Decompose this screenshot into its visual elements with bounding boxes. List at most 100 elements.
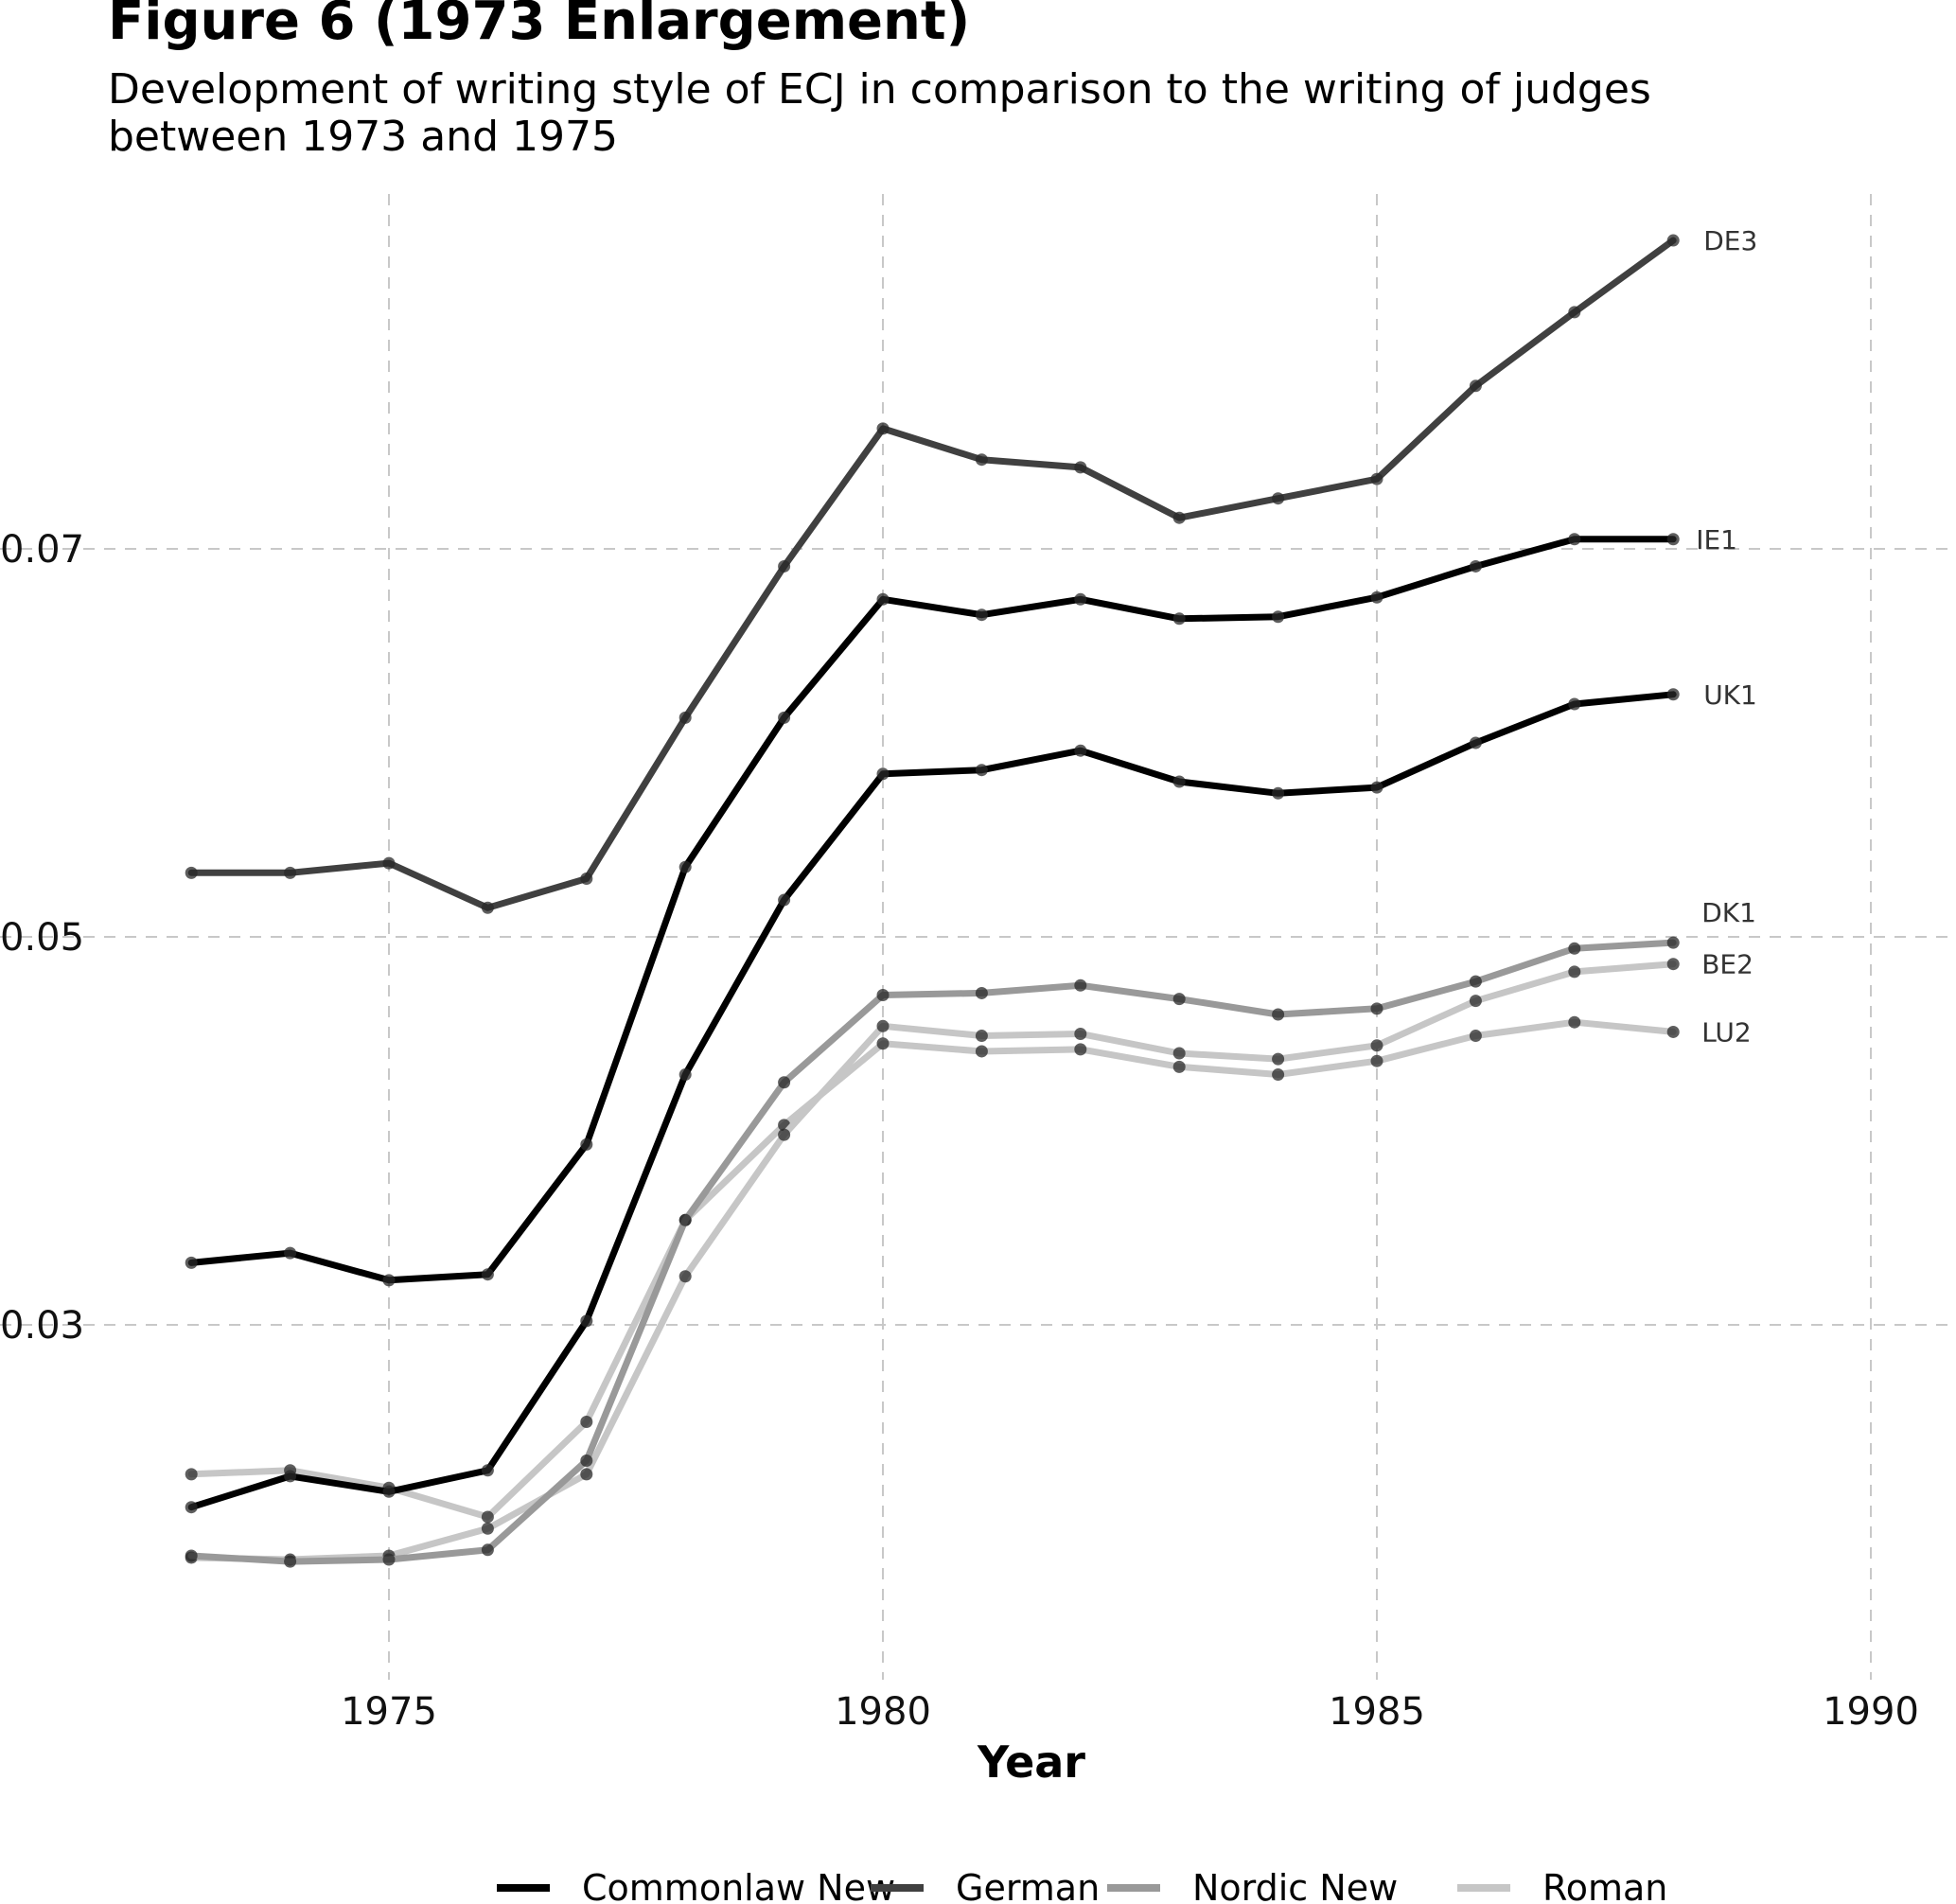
data-point — [481, 1510, 494, 1524]
series-BE2 — [185, 958, 1680, 1566]
data-point — [1568, 533, 1581, 546]
data-point — [1272, 1008, 1285, 1021]
series-IE1 — [185, 533, 1680, 1287]
data-point — [1666, 1025, 1680, 1038]
data-point — [481, 901, 494, 914]
data-point — [778, 711, 791, 724]
series-DK1 — [185, 936, 1680, 1568]
data-point — [975, 453, 988, 467]
data-point — [1172, 1047, 1186, 1060]
data-point — [1074, 592, 1087, 606]
data-point — [876, 592, 890, 606]
x-tick-label: 1975 — [341, 1690, 437, 1734]
series-line-IE1 — [187, 536, 1677, 1284]
data-point — [876, 1037, 890, 1050]
y-axis-ticks: 0.03 0.05 0.07 — [0, 528, 84, 1348]
data-point — [1370, 472, 1383, 485]
data-point — [1172, 511, 1186, 524]
series-UK1 — [185, 688, 1680, 1514]
x-axis-title: Year — [977, 1737, 1085, 1788]
y-tick-label: 0.05 — [0, 916, 84, 960]
series-end-labels: IE1 UK1 DE3 DK1 BE2 LU2 — [1696, 225, 1757, 1048]
data-point — [1666, 688, 1680, 701]
data-point — [876, 1019, 890, 1032]
data-point — [1568, 1015, 1581, 1029]
data-point — [876, 422, 890, 435]
data-point — [284, 1470, 297, 1483]
data-point — [1568, 306, 1581, 319]
legend-item: Nordic New — [1107, 1867, 1398, 1904]
series-DE3 — [185, 234, 1680, 914]
data-point — [1469, 736, 1482, 749]
legend: Commonlaw New German Nordic New Roman — [497, 1867, 1667, 1904]
data-point — [382, 1274, 396, 1287]
data-point — [1074, 1043, 1087, 1056]
data-point — [481, 1268, 494, 1281]
end-label-BE2: BE2 — [1701, 949, 1753, 980]
data-point — [481, 1464, 494, 1477]
data-point — [1172, 1060, 1186, 1073]
chart-title: Figure 6 (1973 Enlargement) — [108, 0, 971, 52]
data-point — [185, 1549, 198, 1562]
data-point — [1172, 775, 1186, 788]
data-point — [975, 764, 988, 777]
data-point — [778, 1128, 791, 1141]
data-point — [1172, 993, 1186, 1006]
data-point — [1370, 1054, 1383, 1067]
data-point — [975, 986, 988, 999]
data-point — [876, 989, 890, 1001]
data-point — [580, 1468, 593, 1481]
series-line-DK1 — [187, 939, 1677, 1565]
x-tick-label: 1990 — [1823, 1690, 1919, 1734]
data-point — [1272, 786, 1285, 800]
data-point — [1370, 1002, 1383, 1015]
data-point — [678, 1213, 692, 1226]
chart-subtitle: Development of writing style of ECJ in c… — [108, 65, 1651, 161]
data-point — [1568, 965, 1581, 978]
series-line-BE2 — [187, 961, 1677, 1563]
data-point — [580, 873, 593, 885]
data-point — [678, 1068, 692, 1082]
data-point — [1469, 995, 1482, 1008]
data-point — [1469, 379, 1482, 393]
end-label-LU2: LU2 — [1701, 1016, 1752, 1048]
data-point — [1370, 781, 1383, 794]
legend-label: Nordic New — [1192, 1867, 1398, 1904]
end-label-DK1: DK1 — [1701, 897, 1756, 928]
legend-item: Roman — [1457, 1867, 1667, 1904]
data-point — [778, 893, 791, 907]
series-line-DE3 — [187, 237, 1677, 911]
data-point — [1074, 1028, 1087, 1040]
y-tick-label: 0.03 — [0, 1304, 84, 1348]
end-label-DE3: DE3 — [1703, 225, 1757, 256]
data-point — [284, 1246, 297, 1260]
data-point — [185, 866, 198, 879]
data-point — [382, 1553, 396, 1566]
data-point — [678, 860, 692, 873]
data-point — [382, 1485, 396, 1498]
data-point — [975, 1045, 988, 1058]
series-line-UK1 — [187, 691, 1677, 1511]
data-point — [1666, 958, 1680, 971]
legend-item: German — [871, 1867, 1100, 1904]
data-point — [876, 767, 890, 781]
data-point — [1272, 610, 1285, 624]
data-point — [678, 1270, 692, 1283]
data-point — [975, 608, 988, 622]
data-point — [580, 1314, 593, 1328]
data-point — [1469, 1030, 1482, 1043]
data-point — [185, 1468, 198, 1481]
data-point — [185, 1256, 198, 1269]
data-point — [1469, 559, 1482, 573]
legend-item: Commonlaw New — [497, 1867, 895, 1904]
x-tick-label: 1980 — [835, 1690, 931, 1734]
data-point — [1469, 975, 1482, 988]
series-line-LU2 — [187, 1018, 1677, 1521]
end-label-IE1: IE1 — [1696, 524, 1737, 555]
data-point — [1172, 612, 1186, 626]
data-point — [1272, 492, 1285, 505]
data-point — [580, 1137, 593, 1151]
data-point — [481, 1522, 494, 1535]
y-tick-label: 0.07 — [0, 528, 84, 572]
data-point — [382, 856, 396, 870]
